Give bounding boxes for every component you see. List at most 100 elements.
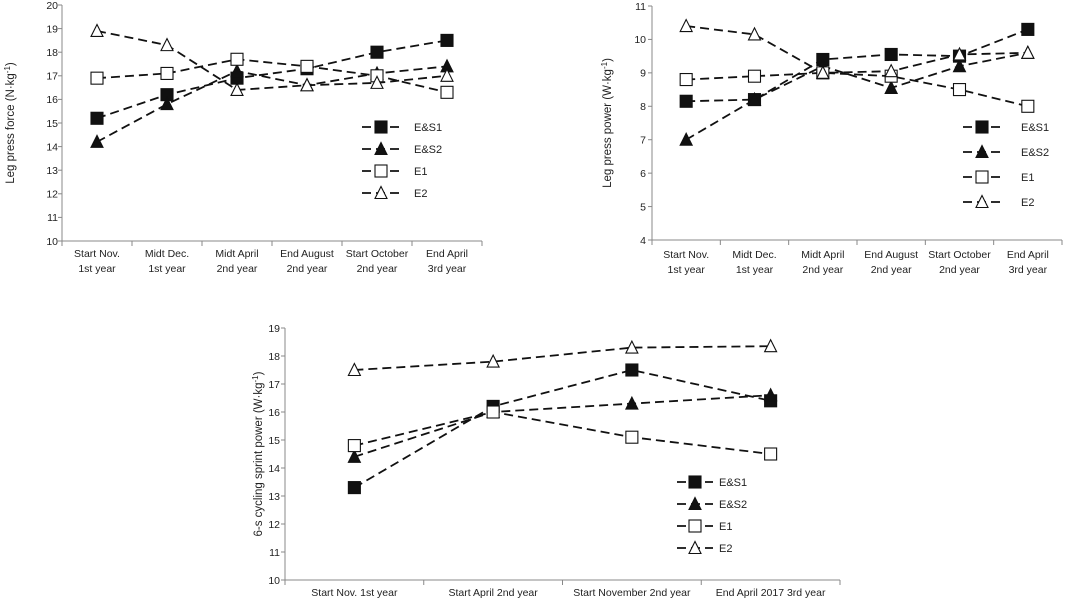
data-point-e1: [440, 85, 454, 99]
y-axis-label-tail: ): [5, 62, 17, 66]
x-tick-label-line2: 2nd year: [217, 263, 258, 275]
series-line-e-s2: [96, 65, 448, 143]
data-point-e2: [370, 75, 384, 89]
series-line-e1: [96, 58, 448, 94]
y-tick-label: 16: [46, 94, 58, 106]
y-tick-label: 12: [46, 189, 58, 201]
legend-marker: [374, 141, 388, 156]
y-tick-label: 19: [268, 323, 280, 335]
data-point-e-s2: [884, 80, 899, 94]
y-tick-label: 13: [46, 165, 58, 177]
y-tick-label: 7: [640, 135, 646, 147]
data-point-e1: [300, 59, 314, 73]
y-tick-label: 11: [269, 547, 280, 559]
y-axis-label-tail: ): [253, 371, 265, 375]
legend-marker: [374, 120, 388, 134]
x-tick-label-line2: 2nd year: [939, 264, 980, 276]
legend-marker: [688, 519, 702, 533]
x-tick-label-line2: 2nd year: [802, 264, 843, 276]
series-line-e-s2: [354, 394, 771, 458]
data-point-e2: [347, 362, 362, 377]
y-axis-label: Leg press power (W·kg-1): [600, 58, 615, 188]
data-point-e1: [625, 430, 639, 444]
series-line-e-s2: [685, 51, 1029, 141]
y-axis-label-tail: ): [602, 58, 614, 62]
data-point-e2: [1020, 45, 1035, 59]
x-tick-label: Start November 2nd year: [573, 587, 691, 599]
x-tick-label-line2: 2nd year: [357, 263, 398, 275]
y-tick-label: 10: [46, 236, 58, 248]
data-point-e2: [884, 63, 899, 78]
series-line-e-s1: [353, 369, 771, 489]
data-point-e1: [1021, 99, 1035, 113]
x-tick-label: End April: [1007, 249, 1049, 261]
data-point-e-s1: [625, 363, 639, 377]
y-tick-label: 14: [46, 141, 58, 153]
x-tick-label: Midt April: [215, 248, 258, 260]
data-point-e-s1: [370, 45, 384, 59]
legend-label: E2: [1021, 197, 1034, 209]
y-tick-label: 8: [640, 101, 646, 113]
legend-marker: [975, 194, 989, 209]
data-point-e-s1: [90, 111, 104, 125]
legend-marker: [688, 496, 702, 511]
data-point-e1: [160, 66, 174, 80]
legend-label: E1: [414, 166, 427, 178]
data-point-e1: [347, 439, 361, 453]
series-line-e1: [686, 71, 1029, 108]
data-point-e-s2: [347, 449, 362, 463]
y-tick-label: 20: [46, 0, 58, 12]
x-tick-label: Start Nov. 1st year: [311, 587, 398, 599]
y-axis-label-superscript: -1: [251, 375, 260, 383]
chart-sprint: 10 11 12 13 14 15 16 17 18 19 Start Nov. 1st year S…: [251, 323, 841, 599]
data-point-e1: [230, 52, 244, 66]
y-axis-label-superscript: -1: [600, 61, 609, 69]
legend-label: E1: [1021, 172, 1034, 184]
legend-label: E&S2: [1021, 147, 1049, 159]
y-tick-label: 11: [47, 212, 58, 224]
legend-label: E&S1: [1021, 122, 1049, 134]
x-tick-label: Start Nov.: [74, 248, 120, 260]
legend-label: E&S1: [414, 122, 442, 134]
series-line-e2: [354, 345, 771, 371]
y-tick-label: 6: [640, 168, 646, 180]
x-tick-label: Start October: [928, 249, 991, 261]
y-tick-label: 15: [268, 435, 280, 447]
x-tick-label: Midt Dec.: [145, 248, 189, 260]
x-tick-label: End August: [280, 248, 334, 260]
x-tick-label-line2: 1st year: [78, 263, 116, 275]
y-tick-label: 17: [268, 379, 280, 391]
legend-label: E&S2: [414, 144, 442, 156]
series-line-e1: [354, 411, 771, 455]
series-line-e-s1: [686, 28, 1029, 103]
legend-marker: [975, 120, 989, 134]
legend-marker: [374, 164, 388, 178]
legend-label: E&S2: [719, 499, 747, 511]
data-point-e2: [747, 26, 762, 41]
data-point-e-s2: [624, 395, 639, 410]
x-tick-label: End August: [864, 249, 918, 261]
x-tick-label-line2: 2nd year: [871, 264, 912, 276]
y-axis-label: Leg press force (N·kg-1): [3, 62, 18, 184]
y-tick-label: 17: [46, 71, 58, 83]
x-tick-label: End April 2017 3rd year: [716, 587, 826, 599]
y-tick-label: 13: [268, 491, 280, 503]
data-point-e2: [815, 65, 830, 79]
data-point-e-s1: [679, 94, 693, 108]
data-point-e-s2: [679, 131, 694, 146]
data-point-e1: [90, 71, 104, 85]
y-tick-label: 19: [46, 23, 58, 35]
legend-label: E2: [414, 188, 427, 200]
legend-marker: [975, 144, 989, 159]
data-point-e2: [486, 353, 501, 368]
x-tick-label-line2: 3rd year: [428, 263, 467, 275]
legend-label: E1: [719, 521, 732, 533]
y-tick-label: 14: [268, 463, 280, 475]
data-point-e2: [300, 77, 314, 92]
x-tick-label-line2: 1st year: [667, 264, 705, 276]
data-point-e1: [747, 69, 762, 83]
data-point-e-s1: [884, 47, 898, 62]
x-tick-label-line2: 2nd year: [287, 263, 328, 275]
data-point-e-s2: [90, 134, 104, 148]
